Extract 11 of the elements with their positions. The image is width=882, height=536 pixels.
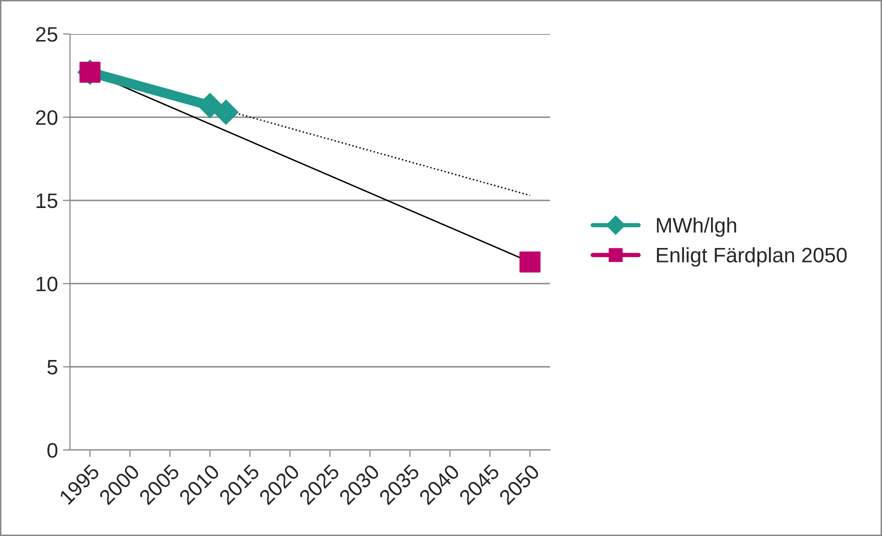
y-tick-label: 5 [47, 360, 58, 375]
legend-label: MWh/lgh [656, 217, 736, 237]
legend-label: Enligt Färdplan 2050 [656, 247, 847, 267]
y-tick-label: 25 [36, 27, 58, 42]
point [198, 93, 222, 118]
y-tick-label: 20 [36, 110, 58, 125]
y-tick-label: 10 [36, 276, 58, 292]
point [519, 251, 541, 272]
point [214, 100, 238, 125]
y-tick-label: 0 [47, 443, 58, 458]
y-tick-label: 15 [36, 194, 58, 208]
